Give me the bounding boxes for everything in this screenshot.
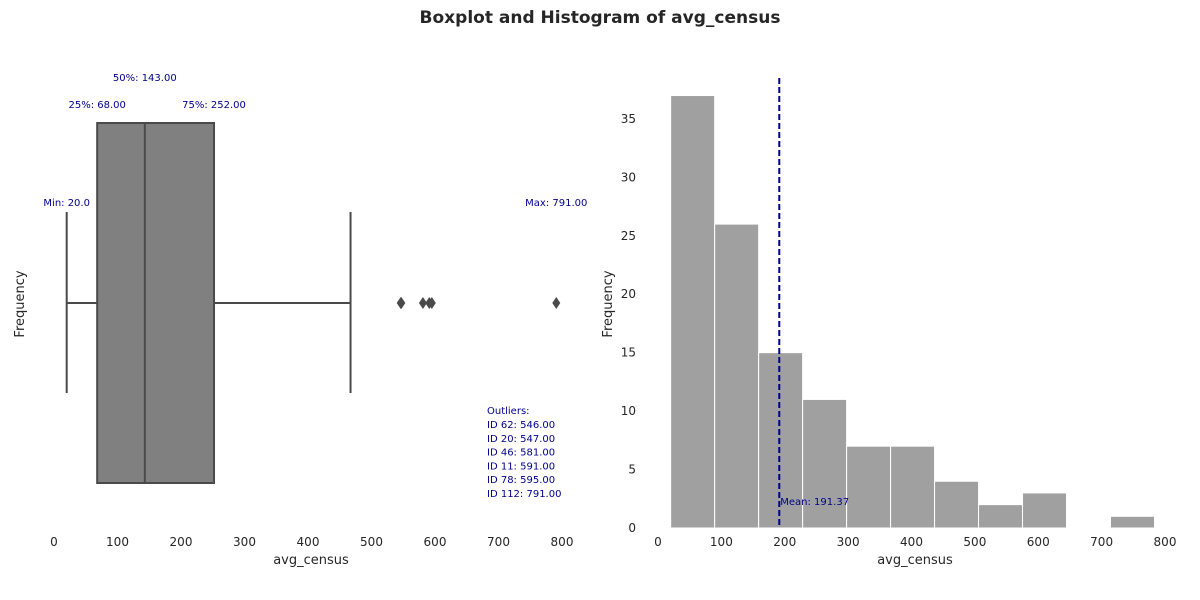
- histogram-x-tick-label: 800: [1154, 535, 1177, 549]
- q1-annotation: 25%: 68.00: [68, 100, 125, 111]
- histogram-bar: [934, 480, 980, 529]
- histogram-bar: [978, 504, 1024, 529]
- histogram-y-axis-label: Frequency: [601, 270, 616, 337]
- histogram-x-tick-label: 600: [1027, 535, 1050, 549]
- histogram-bar: [802, 398, 848, 529]
- outlier-label: ID 78: 595.00: [487, 475, 555, 486]
- histogram-bar: [670, 95, 716, 529]
- histogram-bar: [1022, 492, 1068, 529]
- boxplot-x-tick-label: 700: [487, 535, 510, 549]
- boxplot-panel: Frequency avg_census Min: 20.0 25%: 68.00…: [13, 73, 587, 568]
- iqr-box: [96, 122, 216, 484]
- q3-annotation: 75%: 252.00: [182, 100, 246, 111]
- histogram-y-tick-label: 10: [621, 404, 636, 418]
- median-annotation: 50%: 143.00: [113, 73, 177, 84]
- histogram-x-tick-label: 500: [963, 535, 986, 549]
- histogram-bar: [758, 352, 804, 529]
- mean-annotation: Mean: 191.37: [780, 497, 849, 508]
- histogram-x-tick-label: 300: [837, 535, 860, 549]
- max-annotation: Max: 791.00: [525, 198, 587, 209]
- histogram-x-tick-label: 100: [710, 535, 733, 549]
- histogram-x-tick-label: 200: [773, 535, 796, 549]
- histogram-x-tick-label: 700: [1090, 535, 1113, 549]
- figure-title: Boxplot and Histogram of avg_census: [419, 8, 781, 28]
- outlier-point: [552, 297, 561, 309]
- outlier-label: ID 20: 547.00: [487, 434, 555, 445]
- outlier-label: ID 62: 546.00: [487, 420, 555, 431]
- histogram-x-tick-label: 0: [654, 535, 662, 549]
- histogram-y-tick-label: 25: [621, 229, 636, 243]
- histogram-x-tick-label: 400: [900, 535, 923, 549]
- histogram-bar: [1109, 515, 1155, 529]
- outlier-label: ID 46: 581.00: [487, 448, 555, 459]
- boxplot-x-tick-label: 100: [106, 535, 129, 549]
- outlier-label: ID 112: 791.00: [487, 489, 561, 500]
- outlier-point: [418, 297, 427, 309]
- histogram-panel: Frequency avg_census Mean: 191.370 100 200…: [601, 78, 1176, 568]
- boxplot-x-tick-label: 0: [50, 535, 58, 549]
- histogram-bar: [714, 223, 760, 529]
- outlier-point: [427, 297, 436, 309]
- boxplot-x-axis-label: avg_census: [273, 553, 349, 568]
- boxplot-x-tick-label: 200: [170, 535, 193, 549]
- histogram-y-tick-label: 0: [628, 521, 636, 535]
- boxplot-x-tick-label: 800: [551, 535, 574, 549]
- histogram-bar: [846, 445, 892, 529]
- boxplot-x-tick-label: 600: [424, 535, 447, 549]
- boxplot-x-tick-label: 400: [297, 535, 320, 549]
- histogram-bar: [890, 445, 936, 529]
- histogram-y-tick-label: 35: [621, 112, 636, 126]
- boxplot-x-tick-label: 500: [360, 535, 383, 549]
- min-annotation: Min: 20.0: [43, 198, 90, 209]
- boxplot-y-axis-label: Frequency: [13, 270, 28, 337]
- outlier-label: ID 11: 591.00: [487, 461, 555, 472]
- histogram-y-tick-label: 30: [621, 170, 636, 184]
- histogram-y-tick-label: 20: [621, 287, 636, 301]
- outliers-title: Outliers:: [487, 406, 530, 417]
- outlier-point: [397, 297, 406, 309]
- histogram-x-axis-label: avg_census: [877, 553, 953, 568]
- histogram-y-tick-label: 15: [621, 346, 636, 360]
- boxplot-x-tick-label: 300: [233, 535, 256, 549]
- histogram-y-tick-label: 5: [628, 463, 636, 477]
